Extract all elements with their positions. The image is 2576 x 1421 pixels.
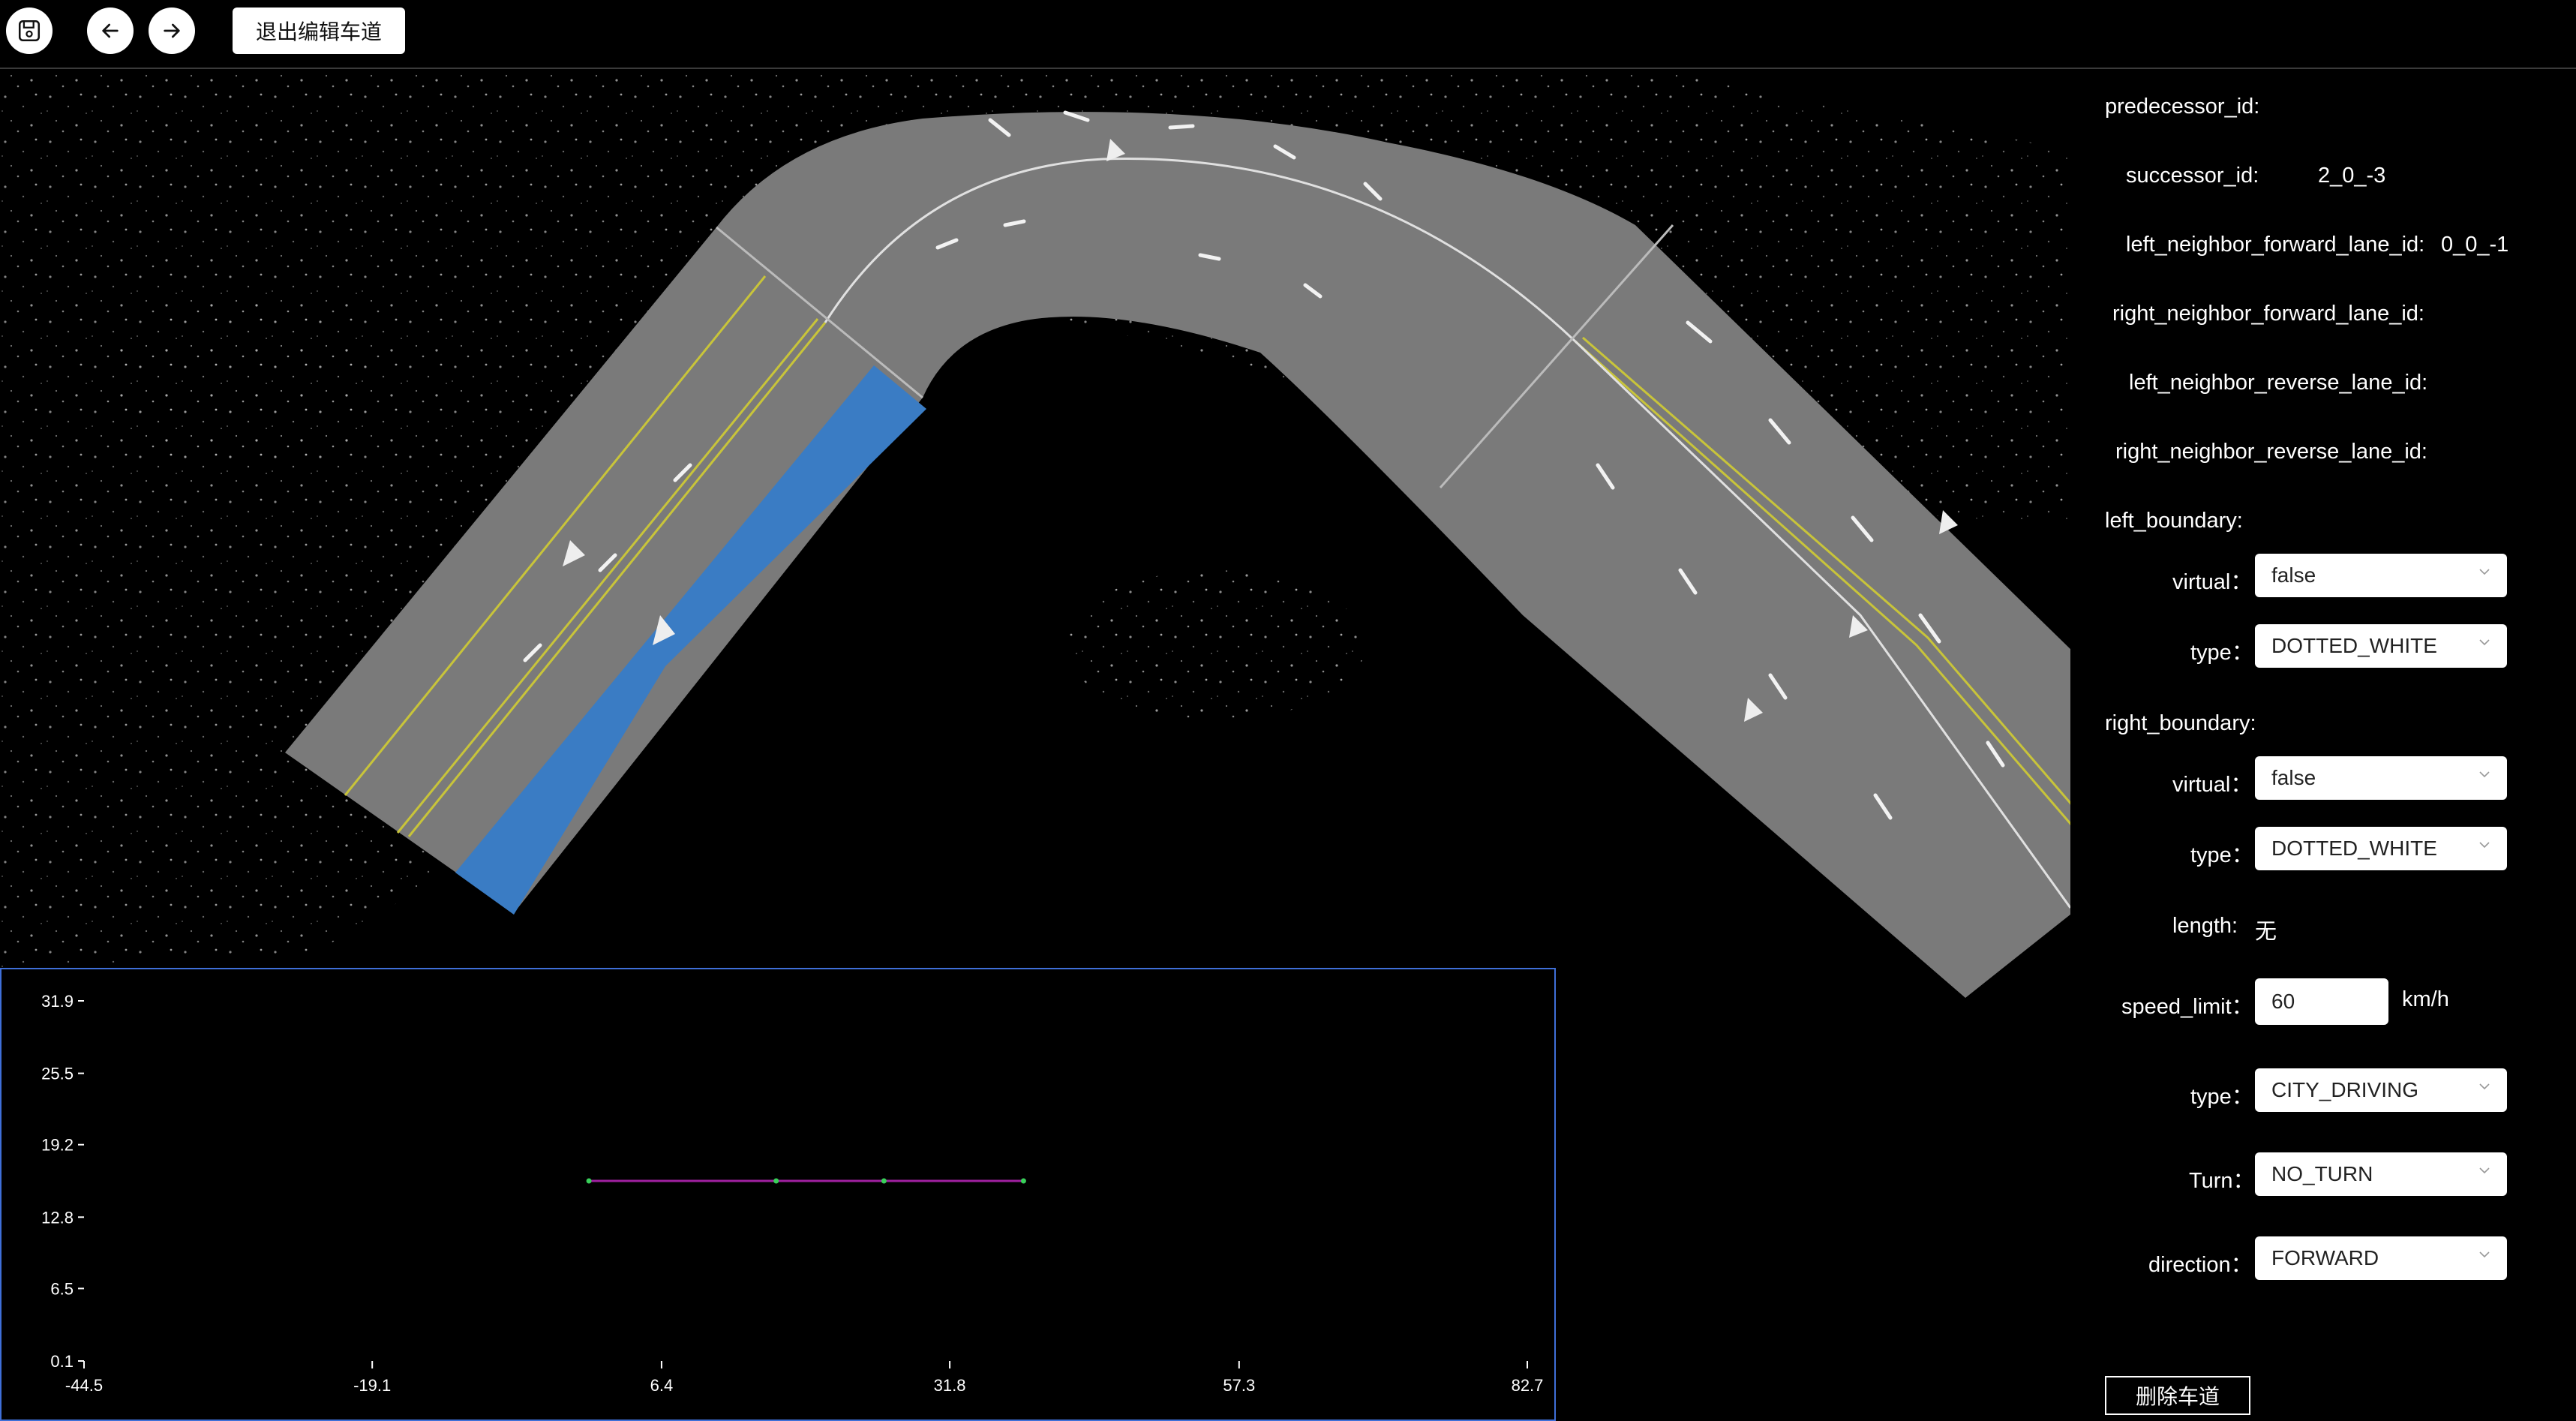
profile-point: [1020, 1178, 1026, 1184]
profile-chart-svg: 0.1 6.5 12.8 19.2 25.5 31.9 -44.5 -19.1 6.4 31.8 5…: [41, 992, 1544, 1395]
x-tick-label: -19.1: [353, 1376, 391, 1395]
chevron-down-icon: [2479, 1167, 2490, 1174]
top-toolbar: 退出编辑车道: [0, 0, 2576, 69]
arrow-left-icon: [102, 23, 119, 38]
x-tick-label: 31.8: [934, 1376, 966, 1395]
right-boundary-type-select[interactable]: DOTTED_WHITE: [2255, 827, 2507, 870]
chevron-down-icon: [2479, 1251, 2490, 1258]
road-map[interactable]: [0, 69, 2070, 1421]
left-boundary-virtual-value: false: [2271, 563, 2316, 587]
exit-lane-edit-button[interactable]: 退出编辑车道: [233, 8, 405, 54]
lane-type-value: CITY_DRIVING: [2271, 1078, 2419, 1101]
dashed-marks: [523, 110, 2005, 820]
turn-value: NO_TURN: [2271, 1162, 2373, 1185]
lane-type-select[interactable]: CITY_DRIVING: [2255, 1068, 2507, 1112]
left-boundary-type-value: DOTTED_WHITE: [2271, 634, 2437, 657]
redo-button[interactable]: [149, 8, 195, 54]
predecessor-label: predecessor_id:: [2105, 95, 2260, 119]
right-boundary-virtual-label: virtual：: [2172, 773, 2253, 797]
point-cloud-cluster: [1065, 570, 1365, 720]
arrow-right-icon: [164, 23, 180, 38]
yellow-lane-line: [344, 275, 767, 796]
left-forward-neighbor-label: left_neighbor_forward_lane_id:: [2126, 233, 2425, 257]
arrow-marks: [563, 139, 1958, 722]
y-tick-label: 6.5: [50, 1279, 74, 1298]
right-boundary-type-value: DOTTED_WHITE: [2271, 837, 2437, 860]
left-boundary-type-select[interactable]: DOTTED_WHITE: [2255, 624, 2507, 668]
left-reverse-neighbor-label: left_neighbor_reverse_lane_id:: [2129, 371, 2428, 395]
save-icon: [18, 20, 41, 42]
right-reverse-neighbor-label: right_neighbor_reverse_lane_id:: [2115, 440, 2427, 464]
lane-type-label: type：: [2190, 1085, 2253, 1109]
lane-section-divider: [716, 226, 923, 399]
left-boundary-virtual-label: virtual：: [2172, 570, 2253, 594]
road-surface: [285, 112, 2070, 998]
direction-label: direction：: [2148, 1253, 2253, 1277]
y-tick-label: 0.1: [50, 1352, 74, 1371]
lane-profile-chart: 0.1 6.5 12.8 19.2 25.5 31.9 -44.5 -19.1 6.4 31.8 5…: [0, 968, 1556, 1421]
left-boundary-type-label: type：: [2190, 641, 2253, 665]
right-forward-neighbor-label: right_neighbor_forward_lane_id:: [2112, 302, 2424, 326]
speed-limit-unit: km/h: [2402, 987, 2449, 1011]
lane-property-panel: predecessor_id: successor_id: 2_0_-3 lef…: [2070, 69, 2576, 1421]
y-tick-label: 19.2: [41, 1136, 74, 1155]
point-cloud-cluster: [105, 300, 375, 480]
profile-point: [881, 1178, 887, 1184]
chevron-down-icon: [2479, 1083, 2490, 1090]
selected-lane[interactable]: [455, 365, 926, 915]
chevron-down-icon: [2479, 842, 2490, 849]
y-tick-label: 12.8: [41, 1208, 74, 1227]
yellow-lane-line: [1575, 340, 2070, 826]
left-boundary-virtual-select[interactable]: false: [2255, 554, 2507, 597]
x-tick-label: 82.7: [1512, 1376, 1544, 1395]
chevron-down-icon: [2479, 639, 2490, 646]
profile-point: [586, 1178, 592, 1184]
y-tick-label: 31.9: [41, 992, 74, 1011]
turn-label: Turn：: [2189, 1169, 2255, 1193]
successor-label: successor_id:: [2126, 164, 2259, 188]
turn-select[interactable]: NO_TURN: [2255, 1152, 2507, 1196]
direction-value: FORWARD: [2271, 1246, 2379, 1269]
left-boundary-label: left_boundary:: [2105, 509, 2243, 533]
speed-limit-label: speed_limit：: [2121, 995, 2253, 1019]
x-tick-label: 6.4: [650, 1376, 674, 1395]
white-lane-line: [1574, 340, 2070, 909]
left-forward-neighbor-value: 0_0_-1: [2441, 233, 2509, 257]
x-tick-label: 57.3: [1223, 1376, 1255, 1395]
x-tick-label: -44.5: [65, 1376, 103, 1395]
undo-button[interactable]: [87, 8, 134, 54]
successor-value: 2_0_-3: [2318, 164, 2386, 188]
yellow-lane-line: [396, 318, 819, 834]
y-tick-label: 25.5: [41, 1065, 74, 1083]
direction-select[interactable]: FORWARD: [2255, 1236, 2507, 1280]
delete-lane-button[interactable]: 删除车道: [2105, 1376, 2250, 1415]
right-boundary-type-label: type：: [2190, 843, 2253, 867]
length-label: length:: [2172, 914, 2238, 938]
right-boundary-label: right_boundary:: [2105, 711, 2256, 735]
yellow-lane-line: [1582, 336, 2070, 805]
yellow-lane-line: [407, 322, 827, 837]
right-boundary-virtual-value: false: [2271, 766, 2316, 789]
save-button[interactable]: [6, 8, 53, 54]
right-boundary-virtual-select[interactable]: false: [2255, 756, 2507, 800]
length-value: 无: [2255, 920, 2277, 944]
profile-point: [773, 1178, 779, 1184]
speed-limit-input[interactable]: 60: [2255, 978, 2388, 1025]
lane-center-line: [824, 157, 1577, 343]
lane-section-divider: [1439, 224, 1674, 488]
chevron-down-icon: [2479, 569, 2490, 575]
chevron-down-icon: [2479, 771, 2490, 778]
